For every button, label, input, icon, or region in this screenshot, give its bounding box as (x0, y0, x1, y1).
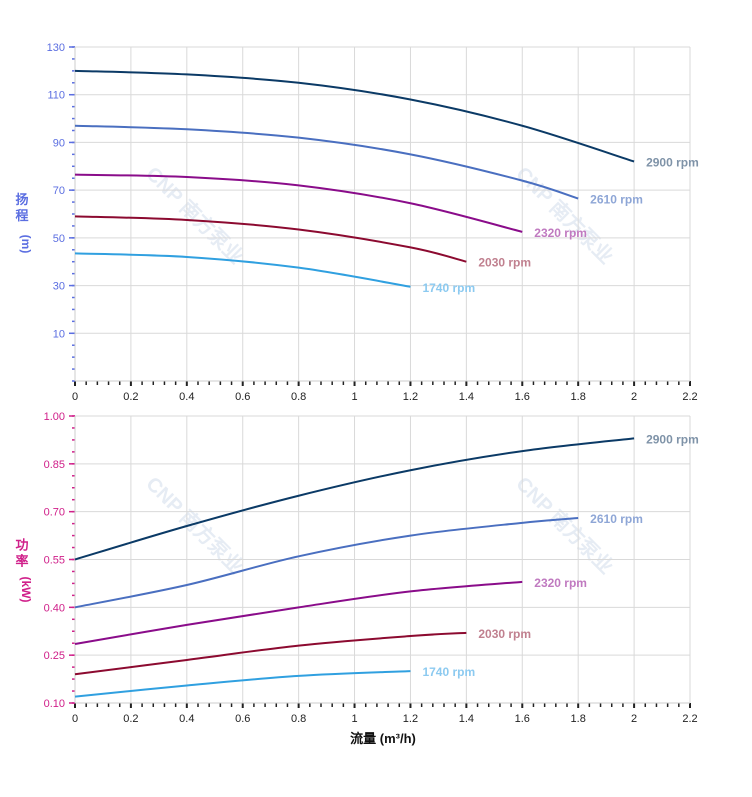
y-tick-label: 0.55 (44, 555, 65, 567)
x-tick-label: 0.2 (123, 391, 138, 403)
y-axis-unit: (kW) (19, 577, 33, 603)
x-tick-label: 1 (351, 391, 357, 403)
series-label: 2030 rpm (478, 627, 531, 641)
x-tick-label: 1.4 (459, 391, 474, 403)
y-tick-label: 0.10 (44, 698, 65, 710)
series-line-2320-rpm (74, 173, 523, 233)
x-tick-label: 0.6 (235, 713, 250, 725)
watermark-logo: CNP 南方泵业 (141, 472, 248, 579)
x-tick-label: 0.4 (179, 713, 194, 725)
x-tick-label: 1.6 (515, 391, 530, 403)
x-tick-label: 1.4 (459, 713, 474, 725)
x-tick-label: 1.2 (403, 713, 418, 725)
x-tick-label: 0.8 (291, 713, 306, 725)
series-line-2610-rpm (74, 124, 579, 200)
x-tick-label: 0 (72, 713, 78, 725)
y-axis-title: 扬 (15, 192, 28, 207)
series-label: 2320 rpm (534, 576, 587, 590)
series-label: 1740 rpm (422, 281, 475, 295)
series-label: 2610 rpm (590, 512, 643, 526)
y-tick-label: 0.40 (44, 602, 65, 614)
series-line-2030-rpm (74, 631, 467, 676)
y-axis-title: 率 (15, 554, 28, 569)
series-label: 2030 rpm (478, 256, 531, 270)
y-tick-label: 30 (53, 281, 65, 293)
series-line-2610-rpm (74, 517, 579, 609)
x-tick-label: 1.8 (571, 713, 586, 725)
x-tick-label: 1 (351, 713, 357, 725)
series-line-2320-rpm (74, 580, 523, 645)
x-tick-label: 0.4 (179, 391, 194, 403)
x-tick-label: 0 (72, 391, 78, 403)
x-tick-label: 0.2 (123, 713, 138, 725)
x-tick-label: 2 (631, 391, 637, 403)
series-line-2900-rpm (74, 437, 635, 561)
y-tick-label: 50 (53, 233, 65, 245)
series-label: 2900 rpm (646, 432, 699, 446)
x-tick-label: 2.2 (682, 391, 697, 403)
series-line-2030-rpm (74, 215, 467, 263)
series-label: 2900 rpm (646, 156, 699, 170)
x-tick-label: 1.8 (571, 391, 586, 403)
y-tick-label: 90 (53, 137, 65, 149)
series-label: 2320 rpm (534, 226, 587, 240)
y-tick-label: 130 (47, 42, 65, 54)
y-tick-label: 10 (53, 328, 65, 340)
y-tick-label: 0.70 (44, 507, 65, 519)
watermark-logo: CNP 南方泵业 (511, 162, 618, 269)
y-tick-label: 0.85 (44, 459, 65, 471)
series-line-1740-rpm (74, 252, 411, 288)
series-line-1740-rpm (74, 670, 411, 698)
x-tick-label: 1.6 (515, 713, 530, 725)
y-axis-title: 程 (15, 208, 28, 223)
y-axis-unit: (m) (19, 235, 33, 254)
x-tick-label: 2.2 (682, 713, 697, 725)
series-label: 1740 rpm (422, 665, 475, 679)
series-line-2900-rpm (74, 69, 635, 163)
x-tick-label: 0.6 (235, 391, 250, 403)
x-tick-label: 0.8 (291, 391, 306, 403)
x-tick-label: 2 (631, 713, 637, 725)
y-tick-label: 1.00 (44, 411, 65, 423)
x-axis-title: 流量 (m³/h) (350, 731, 416, 746)
y-axis-title: 功 (15, 538, 28, 553)
y-tick-label: 70 (53, 185, 65, 197)
y-tick-label: 0.25 (44, 650, 65, 662)
series-label: 2610 rpm (590, 192, 643, 206)
y-tick-label: 110 (47, 90, 65, 102)
x-tick-label: 1.2 (403, 391, 418, 403)
